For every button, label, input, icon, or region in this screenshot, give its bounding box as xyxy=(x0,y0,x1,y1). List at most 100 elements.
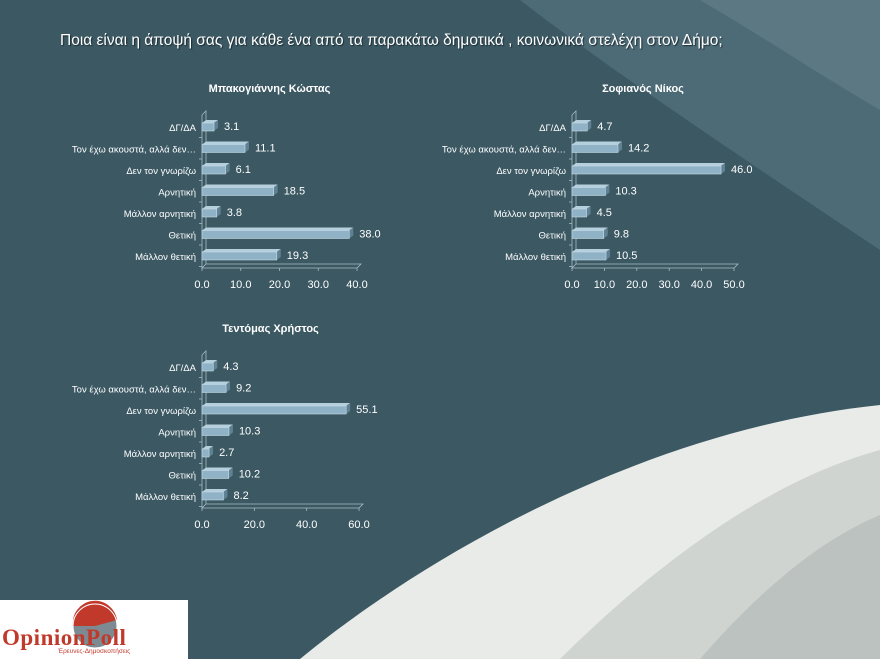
bar-face xyxy=(201,448,210,458)
bar xyxy=(571,120,592,132)
bar-top xyxy=(572,141,623,145)
bar-top xyxy=(202,163,230,166)
chart-tentomas: Τεντόμας Χρήστος 0.0 20.0 40.0 60.0 ΔΓ/ΔΑ 4.3 Τ… xyxy=(72,323,378,531)
category-label: Δεν τον γνωρίζω xyxy=(126,406,196,417)
chart-floor xyxy=(571,263,739,269)
bar-side xyxy=(587,120,592,131)
x-tick-label: 0.0 xyxy=(564,279,579,291)
bar-face xyxy=(571,230,605,239)
page-title: Ποια είναι η άποψή σας για κάθε ένα από … xyxy=(60,32,723,49)
bar-top xyxy=(202,360,218,363)
bar xyxy=(201,381,231,393)
category-label: Θετική xyxy=(168,231,196,242)
bar xyxy=(571,141,623,153)
x-tick-label: 20.0 xyxy=(244,519,265,531)
bar xyxy=(201,141,250,153)
bar-side xyxy=(228,467,233,479)
bar-face xyxy=(571,165,722,175)
category-label: Αρνητική xyxy=(158,188,196,199)
bar-face xyxy=(201,208,218,218)
bar xyxy=(571,249,611,261)
bar-face xyxy=(201,362,214,372)
bar xyxy=(201,227,354,239)
data-label: 9.8 xyxy=(614,229,629,241)
chart-title: Σοφιανός Νίκος xyxy=(602,83,684,95)
data-label: 19.3 xyxy=(287,250,308,262)
bar-face xyxy=(571,122,588,132)
bar-face xyxy=(571,251,607,261)
bar-top xyxy=(202,227,354,231)
category-label: Θετική xyxy=(538,231,566,242)
bar-side xyxy=(586,206,591,217)
bar-top xyxy=(202,489,228,492)
data-label: 8.2 xyxy=(233,490,248,502)
bar-side xyxy=(245,141,250,153)
bar-side xyxy=(216,206,221,217)
bar-top xyxy=(202,403,351,406)
bar-top xyxy=(202,120,219,123)
data-label: 4.3 xyxy=(223,361,238,373)
bar-side xyxy=(349,227,354,239)
bar xyxy=(201,360,218,372)
bar-top xyxy=(202,184,278,188)
bar xyxy=(201,206,221,218)
bar-face xyxy=(201,384,227,393)
bar-top xyxy=(202,381,231,385)
chart-title: Τεντόμας Χρήστος xyxy=(222,323,319,335)
bar xyxy=(201,446,214,458)
bar xyxy=(201,467,233,479)
bar-side xyxy=(209,446,214,457)
x-tick-label: 20.0 xyxy=(269,279,290,291)
category-label: Αρνητική xyxy=(528,188,566,199)
opinionpoll-logo xyxy=(72,600,118,649)
x-tick-label: 30.0 xyxy=(308,279,329,291)
bar-top xyxy=(572,120,592,123)
data-label: 38.0 xyxy=(359,229,380,241)
bar-side xyxy=(721,163,726,174)
bar-face xyxy=(571,187,606,196)
data-label: 18.5 xyxy=(284,186,305,198)
bar xyxy=(201,184,278,196)
logo-wordmark: OpinionPoll xyxy=(2,625,127,650)
bar-top xyxy=(202,446,214,449)
category-label: ΔΓ/ΔΑ xyxy=(539,123,567,134)
bar-top xyxy=(572,184,610,188)
category-label: Μάλλον θετική xyxy=(505,252,566,263)
bar-side xyxy=(346,403,351,414)
bar-top xyxy=(202,141,250,145)
category-label: Μάλλον θετική xyxy=(135,252,196,263)
bar-face xyxy=(571,144,619,153)
bar-top xyxy=(202,424,233,428)
bar-side xyxy=(213,360,218,371)
bar xyxy=(201,249,281,261)
bar-side xyxy=(223,489,228,500)
bar xyxy=(571,206,591,218)
category-label: Μάλλον αρνητική xyxy=(124,209,196,220)
bar-face xyxy=(201,187,274,196)
bar-side xyxy=(214,120,219,131)
data-label: 10.2 xyxy=(239,469,260,481)
bar-face xyxy=(201,165,226,175)
x-tick-label: 30.0 xyxy=(658,279,679,291)
data-label: 11.1 xyxy=(255,143,276,155)
data-label: 6.1 xyxy=(236,164,251,176)
bar-top xyxy=(572,163,726,166)
bar-top xyxy=(572,206,591,209)
bar xyxy=(201,120,219,132)
bar-side xyxy=(605,184,610,196)
category-label: Τον έχω ακουστά, αλλά δεν… xyxy=(72,145,196,156)
bar-face xyxy=(201,144,246,153)
category-label: Τον έχω ακουστά, αλλά δεν… xyxy=(442,145,566,156)
bar-top xyxy=(572,249,611,252)
data-label: 55.1 xyxy=(356,404,377,416)
bar-face xyxy=(201,491,224,501)
bar-top xyxy=(202,206,221,209)
bar-top xyxy=(202,467,233,471)
category-label: Θετική xyxy=(168,471,196,482)
bar xyxy=(201,163,230,175)
bar xyxy=(571,227,608,239)
x-tick-label: 10.0 xyxy=(594,279,615,291)
bar-side xyxy=(276,249,281,260)
bar-side xyxy=(228,424,233,436)
